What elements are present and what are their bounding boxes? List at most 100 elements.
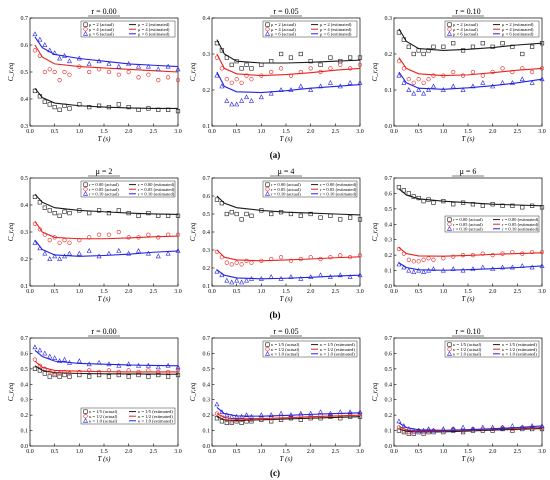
- actual-point: [406, 87, 412, 92]
- actual-point: [42, 42, 48, 47]
- actual-point: [37, 227, 42, 232]
- legend-label: κ = 1/2 (estimated): [320, 347, 355, 352]
- actual-point: [337, 409, 343, 414]
- actual-point: [406, 257, 411, 262]
- actual-point: [234, 260, 239, 265]
- estimated-line: [398, 262, 543, 271]
- actual-point: [416, 48, 421, 53]
- y-tick-label: 0.0: [385, 124, 393, 130]
- actual-point: [86, 248, 92, 253]
- legend-label: μ = 2 (actual): [271, 22, 296, 27]
- legend-label: μ = 4 (estimated): [502, 27, 534, 32]
- actual-point: [126, 361, 132, 367]
- actual-point: [62, 238, 67, 243]
- legend-label: μ = 6 (estimated): [138, 31, 170, 36]
- actual-point: [42, 99, 47, 104]
- actual-point: [460, 253, 466, 258]
- actual-point: [96, 253, 102, 259]
- legend-label: κ = 1/2 (actual): [89, 414, 118, 419]
- actual-point: [32, 31, 38, 37]
- actual-point: [470, 44, 476, 49]
- actual-point: [37, 347, 43, 353]
- x-tick-label: 1.5: [100, 289, 108, 295]
- actual-point: [249, 213, 254, 218]
- actual-point: [416, 259, 421, 264]
- actual-point: [126, 105, 131, 110]
- actual-point: [411, 90, 417, 96]
- y-axis-label: C_r,eq: [7, 382, 15, 401]
- series-group: [214, 39, 363, 107]
- actual-point: [32, 221, 38, 226]
- actual-point: [500, 424, 506, 430]
- actual-point: [500, 41, 505, 46]
- actual-point: [126, 250, 132, 256]
- actual-point: [520, 205, 525, 210]
- actual-point: [156, 235, 161, 240]
- actual-point: [116, 372, 121, 378]
- actual-point: [416, 87, 422, 92]
- actual-point: [431, 44, 436, 49]
- legend-marker: [265, 22, 270, 27]
- actual-point: [430, 266, 436, 271]
- actual-point: [269, 419, 274, 424]
- actual-point: [288, 412, 294, 418]
- actual-point: [426, 77, 431, 82]
- actual-point: [32, 366, 38, 371]
- actual-point: [480, 79, 486, 85]
- actual-point: [42, 350, 48, 356]
- actual-point: [539, 205, 545, 210]
- actual-point: [269, 211, 274, 217]
- actual-point: [126, 374, 131, 379]
- actual-point: [146, 72, 151, 77]
- actual-point: [451, 69, 456, 75]
- series-group: [214, 195, 363, 285]
- x-tick-label: 2.5: [332, 129, 340, 135]
- actual-point: [338, 62, 343, 67]
- actual-point: [396, 428, 402, 433]
- actual-point: [47, 238, 52, 243]
- actual-point: [406, 430, 411, 435]
- legend-label: κ = 1.0 (estimated): [320, 351, 355, 356]
- actual-point: [219, 201, 224, 206]
- actual-point: [460, 267, 466, 273]
- legend-label: κ = 1/5 (estimated): [320, 342, 355, 347]
- actual-point: [530, 249, 535, 255]
- actual-point: [234, 277, 240, 283]
- y-tick-label: 0.2: [21, 257, 29, 263]
- actual-point: [411, 269, 417, 275]
- x-axis-label: T (s): [280, 135, 294, 143]
- actual-point: [244, 258, 249, 263]
- actual-point: [106, 61, 112, 66]
- y-tick-label: 0.7: [203, 336, 211, 342]
- x-tick-label: 0.5: [415, 449, 423, 455]
- legend-label: μ = 2 (estimated): [502, 22, 534, 27]
- actual-point: [328, 414, 333, 419]
- actual-point: [338, 217, 343, 222]
- actual-point: [76, 358, 82, 364]
- actual-point: [66, 58, 72, 64]
- actual-point: [470, 202, 476, 207]
- legend: r = 0.00 (actual) r = 0.00 (estimated)r =…: [262, 180, 358, 198]
- y-tick-label: 0.1: [203, 429, 211, 435]
- actual-point: [249, 66, 254, 71]
- x-tick-label: 0.5: [415, 289, 423, 295]
- x-tick-label: 3.0: [174, 449, 182, 455]
- legend-box: [80, 20, 176, 38]
- actual-point: [47, 47, 53, 53]
- actual-point: [411, 80, 416, 85]
- actual-point: [308, 274, 314, 279]
- panel-title: μ = 4: [278, 167, 295, 176]
- actual-point: [348, 55, 353, 60]
- actual-point: [258, 275, 264, 281]
- y-tick-label: 0.2: [203, 88, 211, 94]
- actual-point: [244, 419, 249, 424]
- actual-point: [441, 199, 446, 204]
- estimated-line: [398, 188, 543, 207]
- y-tick-label: 0.2: [385, 413, 393, 419]
- actual-point: [318, 69, 323, 75]
- actual-point: [62, 356, 68, 362]
- y-tick-label: 0.5: [385, 207, 393, 213]
- actual-point: [156, 213, 161, 218]
- actual-point: [175, 77, 181, 83]
- y-tick-label: 0.2: [21, 413, 29, 419]
